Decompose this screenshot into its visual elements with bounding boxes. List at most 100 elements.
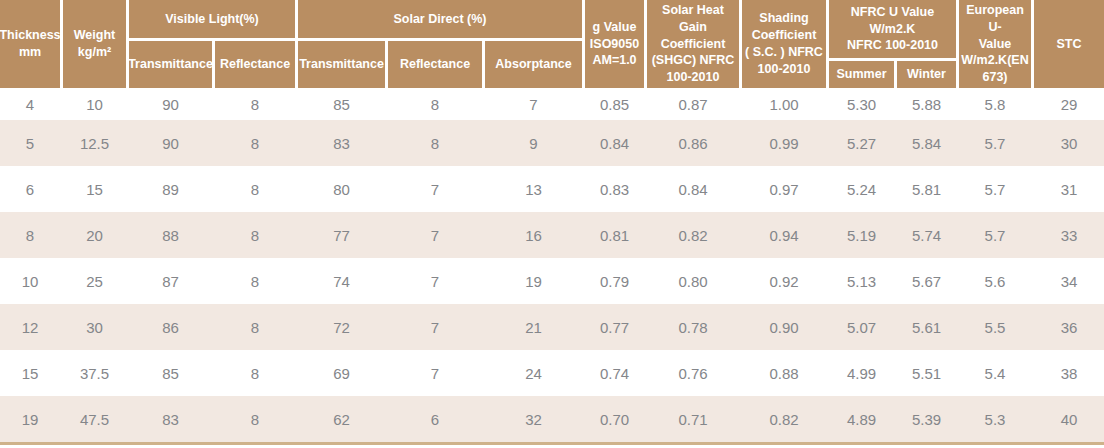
cell-sd-absorptance: 13 xyxy=(485,182,582,197)
cell-european-u-value: 5.8 xyxy=(959,97,1031,112)
header-visible-light-transmittance: Transmittance xyxy=(129,41,212,88)
cell-vl-transmittance: 90 xyxy=(129,136,212,151)
cell-sd-transmittance: 69 xyxy=(298,366,385,381)
cell-g-value: 0.83 xyxy=(585,182,644,197)
cell-european-u-value: 5.7 xyxy=(959,136,1031,151)
table-row: 615898807130.830.840.975.245.815.731 xyxy=(0,166,1104,212)
cell-shgc: 0.87 xyxy=(647,97,739,112)
cell-nfrc-u-winter: 5.67 xyxy=(897,274,956,289)
table-body: 41090885870.850.871.005.305.885.829512.5… xyxy=(0,88,1104,442)
cell-g-value: 0.77 xyxy=(585,320,644,335)
table-row: 512.590883890.840.860.995.275.845.730 xyxy=(0,120,1104,166)
cell-weight: 10 xyxy=(63,97,126,112)
cell-thickness: 19 xyxy=(0,412,60,427)
cell-nfrc-u-summer: 5.07 xyxy=(829,320,894,335)
cell-nfrc-u-summer: 4.89 xyxy=(829,412,894,427)
cell-sd-transmittance: 80 xyxy=(298,182,385,197)
header-thickness: Thickness mm xyxy=(0,0,60,88)
cell-vl-reflectance: 8 xyxy=(215,320,295,335)
cell-sd-absorptance: 21 xyxy=(485,320,582,335)
cell-sd-transmittance: 77 xyxy=(298,228,385,243)
cell-shgc: 0.78 xyxy=(647,320,739,335)
cell-g-value: 0.79 xyxy=(585,274,644,289)
cell-thickness: 5 xyxy=(0,136,60,151)
cell-sd-transmittance: 72 xyxy=(298,320,385,335)
cell-weight: 20 xyxy=(63,228,126,243)
cell-shading-coefficient: 0.88 xyxy=(742,366,826,381)
cell-sd-absorptance: 19 xyxy=(485,274,582,289)
header-g-value: g Value ISO9050 AM=1.0 xyxy=(585,0,644,88)
cell-nfrc-u-winter: 5.88 xyxy=(897,97,956,112)
cell-shgc: 0.84 xyxy=(647,182,739,197)
cell-european-u-value: 5.4 xyxy=(959,366,1031,381)
header-stc: STC xyxy=(1034,0,1104,88)
cell-stc: 29 xyxy=(1034,97,1104,112)
cell-stc: 36 xyxy=(1034,320,1104,335)
cell-weight: 12.5 xyxy=(63,136,126,151)
cell-vl-reflectance: 8 xyxy=(215,182,295,197)
cell-vl-transmittance: 89 xyxy=(129,182,212,197)
cell-g-value: 0.74 xyxy=(585,366,644,381)
cell-sd-absorptance: 9 xyxy=(485,136,582,151)
header-visible-light-reflectance: Reflectance xyxy=(215,41,295,88)
cell-thickness: 10 xyxy=(0,274,60,289)
cell-nfrc-u-winter: 5.61 xyxy=(897,320,956,335)
cell-weight: 37.5 xyxy=(63,366,126,381)
cell-thickness: 15 xyxy=(0,366,60,381)
cell-nfrc-u-winter: 5.84 xyxy=(897,136,956,151)
cell-stc: 33 xyxy=(1034,228,1104,243)
cell-shgc: 0.82 xyxy=(647,228,739,243)
cell-sd-absorptance: 16 xyxy=(485,228,582,243)
cell-nfrc-u-summer: 4.99 xyxy=(829,366,894,381)
cell-vl-reflectance: 8 xyxy=(215,274,295,289)
cell-nfrc-u-winter: 5.81 xyxy=(897,182,956,197)
cell-nfrc-u-winter: 5.51 xyxy=(897,366,956,381)
cell-vl-reflectance: 8 xyxy=(215,97,295,112)
header-solar-direct-reflectance: Reflectance xyxy=(388,41,482,88)
cell-european-u-value: 5.5 xyxy=(959,320,1031,335)
table-row: 41090885870.850.871.005.305.885.829 xyxy=(0,88,1104,120)
header-summer: Summer xyxy=(829,61,894,88)
cell-shading-coefficient: 0.92 xyxy=(742,274,826,289)
table-bottom-border xyxy=(0,442,1104,445)
cell-nfrc-u-summer: 5.24 xyxy=(829,182,894,197)
cell-sd-absorptance: 32 xyxy=(485,412,582,427)
cell-stc: 34 xyxy=(1034,274,1104,289)
cell-nfrc-u-winter: 5.39 xyxy=(897,412,956,427)
cell-shgc: 0.71 xyxy=(647,412,739,427)
cell-shading-coefficient: 0.99 xyxy=(742,136,826,151)
header-solar-direct-transmittance: Transmittance xyxy=(298,41,385,88)
cell-g-value: 0.81 xyxy=(585,228,644,243)
cell-sd-transmittance: 62 xyxy=(298,412,385,427)
cell-shading-coefficient: 1.00 xyxy=(742,97,826,112)
cell-weight: 47.5 xyxy=(63,412,126,427)
cell-thickness: 4 xyxy=(0,97,60,112)
glass-properties-table: Thickness mm Weight kg/m² Visible Light(… xyxy=(0,0,1104,445)
cell-shgc: 0.80 xyxy=(647,274,739,289)
cell-sd-reflectance: 8 xyxy=(388,97,482,112)
header-nfrc-u-value-group: NFRC U Value W/m2.K NFRC 100-2010 xyxy=(829,0,956,58)
table-row: 820888777160.810.820.945.195.745.733 xyxy=(0,212,1104,258)
cell-vl-reflectance: 8 xyxy=(215,412,295,427)
cell-shading-coefficient: 0.97 xyxy=(742,182,826,197)
cell-vl-transmittance: 88 xyxy=(129,228,212,243)
header-solar-direct-group: Solar Direct (%) xyxy=(298,0,582,38)
cell-shgc: 0.86 xyxy=(647,136,739,151)
cell-weight: 30 xyxy=(63,320,126,335)
cell-vl-transmittance: 85 xyxy=(129,366,212,381)
cell-vl-reflectance: 8 xyxy=(215,136,295,151)
cell-european-u-value: 5.3 xyxy=(959,412,1031,427)
cell-sd-transmittance: 85 xyxy=(298,97,385,112)
cell-g-value: 0.70 xyxy=(585,412,644,427)
table-row: 1230868727210.770.780.905.075.615.536 xyxy=(0,304,1104,350)
cell-thickness: 8 xyxy=(0,228,60,243)
cell-nfrc-u-winter: 5.74 xyxy=(897,228,956,243)
cell-thickness: 12 xyxy=(0,320,60,335)
cell-shading-coefficient: 0.82 xyxy=(742,412,826,427)
cell-stc: 30 xyxy=(1034,136,1104,151)
cell-sd-reflectance: 7 xyxy=(388,366,482,381)
cell-vl-transmittance: 83 xyxy=(129,412,212,427)
cell-sd-reflectance: 8 xyxy=(388,136,482,151)
header-weight: Weight kg/m² xyxy=(63,0,126,88)
header-visible-light-group: Visible Light(%) xyxy=(129,0,295,38)
